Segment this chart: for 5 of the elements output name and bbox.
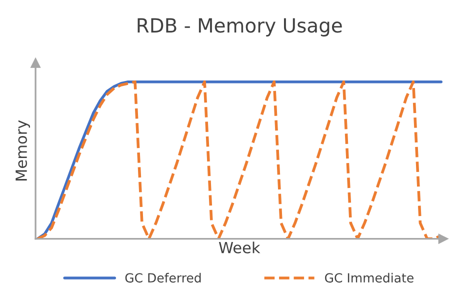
chart-title: RDB - Memory Usage	[138, 18, 342, 36]
x-axis-title: Week	[218, 242, 260, 254]
legend-label: GC Immediate	[325, 272, 414, 283]
legend-label: GC Deferred	[125, 272, 201, 283]
y-axis-title: Memory	[16, 120, 30, 180]
